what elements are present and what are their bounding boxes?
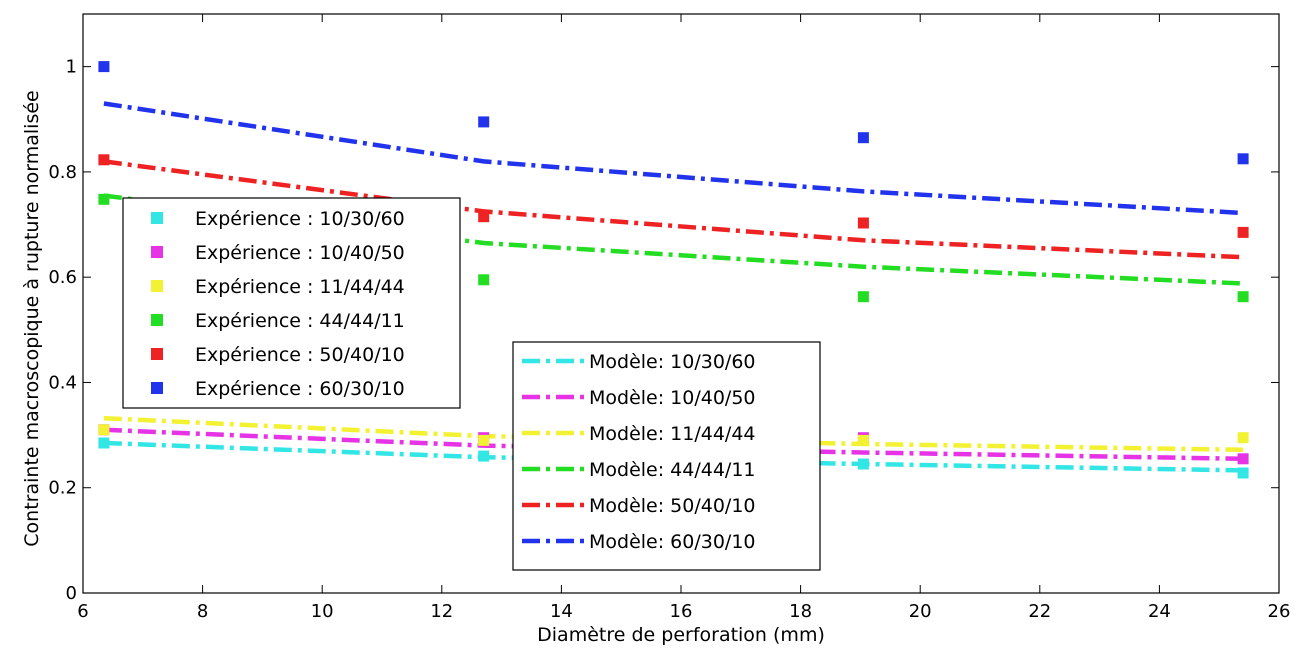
experiment-markers: [98, 61, 1249, 479]
y-tick-label-3: 0.6: [48, 267, 77, 288]
legend-exp-label-2: Expérience : 11/44/44: [195, 276, 405, 298]
legend-experiments: Expérience : 10/30/60 Expérience : 10/40/…: [122, 197, 461, 409]
legend-experiments-box: [122, 197, 461, 409]
experiment-point-0-3: [1237, 467, 1249, 479]
experiment-point-2-3: [1237, 432, 1249, 444]
x-tick-label-9: 24: [1148, 601, 1171, 622]
legend-model-label-5: Modèle: 60/30/10: [589, 531, 756, 553]
x-tick-label-0: 6: [77, 601, 88, 622]
legend-exp-marker-5: [151, 382, 163, 394]
y-tick-label-0: 0: [66, 583, 77, 604]
legend-exp-marker-0: [151, 212, 163, 224]
experiment-point-2-1: [478, 434, 490, 446]
x-axis-label: Diamètre de perforation (mm): [537, 624, 825, 646]
legend-model-label-1: Modèle: 10/40/50: [589, 387, 756, 409]
y-axis-label: Contrainte macroscopique à rupture norma…: [21, 90, 43, 546]
legend-models: Modèle: 10/30/60 Modèle: 10/40/50 Modèle: …: [512, 341, 821, 571]
experiment-point-2-0: [98, 424, 110, 436]
experiment-point-0-1: [478, 450, 490, 462]
x-tick-label-4: 14: [550, 601, 573, 622]
y-tick-label-2: 0.4: [48, 372, 77, 393]
legend-exp-label-1: Expérience : 10/40/50: [195, 242, 405, 264]
legend-model-label-2: Modèle: 11/44/44: [589, 423, 756, 445]
experiment-point-2-2: [857, 434, 869, 446]
legend-model-label-3: Modèle: 44/44/11: [589, 459, 756, 481]
legend-exp-marker-1: [151, 246, 163, 258]
experiment-point-4-3: [1237, 226, 1249, 238]
x-tick-label-8: 22: [1028, 601, 1051, 622]
experiment-point-4-1: [478, 211, 490, 223]
legend-exp-label-3: Expérience : 44/44/11: [195, 310, 405, 332]
experiment-point-5-0: [98, 61, 110, 73]
legend-exp-label-0: Expérience : 10/30/60: [195, 208, 405, 230]
model-line-5: [103, 101, 1244, 216]
experiment-point-3-2: [857, 291, 869, 303]
legend-model-label-4: Modèle: 50/40/10: [589, 495, 756, 517]
legend-exp-marker-4: [151, 348, 163, 360]
x-tick-label-2: 10: [311, 601, 334, 622]
x-tick-label-10: 26: [1268, 601, 1291, 622]
experiment-point-5-1: [478, 116, 490, 128]
model-line-4: [103, 159, 1244, 260]
experiment-point-3-3: [1237, 291, 1249, 303]
experiment-point-5-3: [1237, 153, 1249, 165]
legend-exp-label-4: Expérience : 50/40/10: [195, 344, 405, 366]
y-tick-label-1: 0.2: [48, 478, 77, 499]
legend-models-box: [512, 341, 821, 571]
legend-exp-marker-2: [151, 280, 163, 292]
experiment-point-4-0: [98, 154, 110, 166]
experiment-point-1-3: [1237, 453, 1249, 465]
legend-model-label-0: Modèle: 10/30/60: [589, 351, 756, 373]
experiment-point-0-0: [98, 437, 110, 449]
x-tick-label-6: 18: [789, 601, 812, 622]
x-tick-label-3: 12: [430, 601, 453, 622]
experiment-point-3-0: [98, 193, 110, 205]
legend-exp-marker-3: [151, 314, 163, 326]
ticks: 6 8 10 12 14 16 18 20 22 24 26 0 0.2 0.4 0.6 0.8 1: [48, 14, 1290, 622]
experiment-point-4-2: [857, 217, 869, 229]
experiment-point-0-2: [857, 458, 869, 470]
x-tick-label-5: 16: [670, 601, 693, 622]
legend-exp-label-5: Expérience : 60/30/10: [195, 378, 405, 400]
y-tick-label-4: 0.8: [48, 162, 77, 183]
model-line-3: [103, 193, 1244, 286]
experiment-point-5-2: [857, 132, 869, 144]
x-tick-label-7: 20: [909, 601, 932, 622]
x-tick-label-1: 8: [197, 601, 208, 622]
y-tick-label-5: 1: [66, 57, 77, 78]
experiment-point-3-1: [478, 274, 490, 286]
